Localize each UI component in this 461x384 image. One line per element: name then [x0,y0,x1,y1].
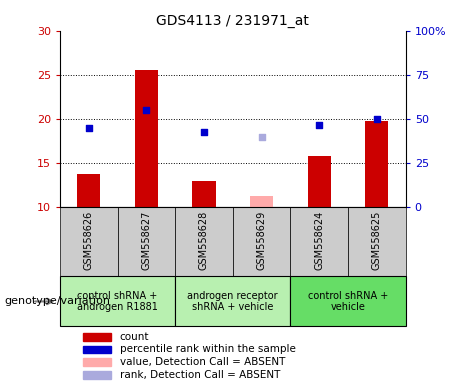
Bar [135,70,158,207]
FancyBboxPatch shape [60,276,175,326]
Text: GSM558629: GSM558629 [257,211,266,270]
Point [315,122,323,128]
Point [200,129,207,135]
Bar [77,174,100,207]
Text: GSM558628: GSM558628 [199,211,209,270]
Bar [308,156,331,207]
FancyBboxPatch shape [175,207,233,276]
FancyBboxPatch shape [175,276,290,326]
Point [258,134,266,140]
FancyBboxPatch shape [60,207,118,276]
Title: GDS4113 / 231971_at: GDS4113 / 231971_at [156,14,309,28]
Bar [83,371,111,379]
Point [85,125,92,131]
Text: control shRNA +
androgen R1881: control shRNA + androgen R1881 [77,291,158,312]
Text: GSM558627: GSM558627 [142,211,151,270]
Text: androgen receptor
shRNA + vehicle: androgen receptor shRNA + vehicle [188,291,278,312]
Text: GSM558625: GSM558625 [372,211,382,270]
FancyBboxPatch shape [233,207,290,276]
Text: GSM558624: GSM558624 [314,211,324,270]
Text: genotype/variation: genotype/variation [5,296,111,306]
Text: rank, Detection Call = ABSENT: rank, Detection Call = ABSENT [120,370,280,380]
Bar [365,121,388,207]
FancyBboxPatch shape [290,207,348,276]
Bar [83,333,111,341]
FancyBboxPatch shape [290,276,406,326]
Point [142,107,150,113]
Text: count: count [120,332,149,342]
FancyBboxPatch shape [118,207,175,276]
Bar [193,181,216,207]
Text: value, Detection Call = ABSENT: value, Detection Call = ABSENT [120,357,285,367]
Text: percentile rank within the sample: percentile rank within the sample [120,344,296,354]
Bar [250,196,273,207]
Text: control shRNA +
vehicle: control shRNA + vehicle [308,291,388,312]
FancyBboxPatch shape [348,207,406,276]
Bar [83,358,111,366]
Text: GSM558626: GSM558626 [84,211,94,270]
Bar [83,346,111,353]
Point [373,116,381,122]
